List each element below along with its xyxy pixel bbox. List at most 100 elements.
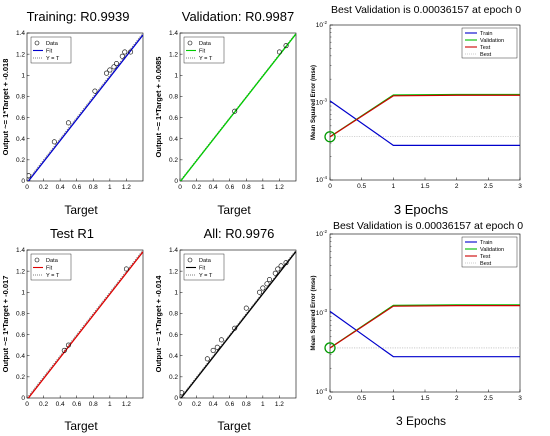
data-point xyxy=(123,266,129,272)
x-axis-label: Target xyxy=(217,419,251,433)
regression-panel-all: 0 0.2 0.4 0.6 0.8 1 1.2 0 0.2 0.4 0.6 0.8 1 1.2 1.4 Dat… xyxy=(154,226,297,433)
x-axis-label: 3 Epochs xyxy=(394,202,449,217)
x-tick-label: 0.6 xyxy=(225,184,234,191)
x-tick-label: 0.8 xyxy=(242,401,251,408)
data-point xyxy=(214,344,220,350)
y-tick-label: 0 xyxy=(174,395,178,402)
y-tick-label: 0.8 xyxy=(169,311,178,318)
y-tick-base: 10 xyxy=(316,310,324,317)
y-tick-label: 10-2 xyxy=(316,229,328,238)
y-tick-label: 1 xyxy=(174,289,178,296)
x-axis-label: Target xyxy=(217,203,251,217)
x-tick-label: 0.6 xyxy=(225,401,234,408)
x-tick-label: 0.2 xyxy=(192,184,201,191)
legend-label: Best xyxy=(480,52,492,58)
data-point xyxy=(27,173,32,179)
y-tick-base: 10 xyxy=(316,389,324,396)
panel-title: All: R0.9976 xyxy=(204,226,275,241)
legend-label: Best xyxy=(480,261,492,267)
legend-data-marker xyxy=(187,40,193,46)
y-tick-label: 0.2 xyxy=(169,374,178,381)
fit-line xyxy=(180,251,296,398)
legend-label: Validation xyxy=(480,247,504,253)
y-tick-exponent: -2 xyxy=(323,20,327,25)
legend-label: Train xyxy=(480,31,493,37)
legend-label: Fit xyxy=(199,266,206,272)
x-tick-label: 1.2 xyxy=(122,401,131,408)
y-tick-label: 1 xyxy=(21,289,25,296)
y-tick-label: 10-2 xyxy=(316,20,328,29)
performance-panel-perf_bottom: 10-410-310-20 0.5 1 1.5 2 2.5 3TrainValidation… xyxy=(311,220,523,428)
x-tick-label: 0.8 xyxy=(242,184,251,191)
y-tick-base: 10 xyxy=(316,22,324,29)
legend-label: Fit xyxy=(46,49,53,55)
x-tick-label: 0.5 xyxy=(357,395,366,402)
data-point xyxy=(232,325,238,331)
x-tick-label: 0 xyxy=(178,184,182,191)
y-tick-label: 1.2 xyxy=(16,51,25,58)
legend-label: Data xyxy=(199,41,212,47)
y-tick-label: 0.2 xyxy=(16,157,25,164)
data-point xyxy=(264,281,270,287)
data-point xyxy=(107,67,113,73)
data-point xyxy=(180,390,185,396)
data-point xyxy=(128,49,134,55)
data-point xyxy=(113,61,119,67)
y-tick-label: 0 xyxy=(21,395,25,402)
legend-data-marker xyxy=(34,40,40,46)
fit-line xyxy=(180,33,296,181)
panel-title: Best Validation is 0.00036157 at epoch 0 xyxy=(331,4,521,16)
panel-title: Best Validation is 0.00036157 at epoch 0 xyxy=(333,220,523,232)
identity-line xyxy=(180,250,296,398)
data-point xyxy=(210,347,216,353)
y-axis-label: Output ~= 1*Target + -0.0085 xyxy=(154,57,163,158)
legend-data-marker xyxy=(187,257,193,263)
x-tick-label: 2 xyxy=(455,183,459,190)
legend-label: Data xyxy=(46,41,59,47)
y-tick-exponent: -4 xyxy=(323,387,327,392)
y-axis-label: Output ~= 1*Target + -0.017 xyxy=(1,276,10,373)
y-axis-label: Output ~= 1*Target + -0.014 xyxy=(154,275,163,373)
x-tick-label: 0.2 xyxy=(39,184,48,191)
legend-label: Y = T xyxy=(199,273,213,279)
y-tick-label: 0.8 xyxy=(169,94,178,101)
y-tick-label: 1.4 xyxy=(169,30,178,37)
legend-data-marker xyxy=(34,257,40,263)
y-tick-exponent: -4 xyxy=(323,175,327,180)
x-axis-label: 3 Epochs xyxy=(396,414,446,428)
y-tick-label: 1.2 xyxy=(169,51,178,58)
panel-title: Training: R0.9939 xyxy=(27,9,130,24)
data-point xyxy=(61,347,67,353)
x-tick-label: 0 xyxy=(328,183,332,190)
x-tick-label: 1.5 xyxy=(420,183,429,190)
plot-content xyxy=(180,250,296,398)
x-tick-label: 0.6 xyxy=(72,401,81,408)
legend-label: Train xyxy=(480,240,493,246)
x-tick-label: 3 xyxy=(518,395,522,402)
identity-line xyxy=(27,33,143,181)
data-point xyxy=(272,270,278,276)
data-point xyxy=(122,49,128,55)
x-axis-label: Target xyxy=(64,419,98,433)
x-tick-label: 0 xyxy=(25,401,29,408)
data-point xyxy=(182,397,186,398)
x-tick-label: 0.4 xyxy=(56,401,65,408)
panel-title: Validation: R0.9987 xyxy=(182,9,295,24)
plot-content xyxy=(27,250,143,398)
x-tick-label: 0 xyxy=(178,401,182,408)
y-tick-label: 1.2 xyxy=(16,268,25,275)
y-tick-label: 10-3 xyxy=(316,98,328,107)
x-tick-label: 0.4 xyxy=(209,401,218,408)
plot-content xyxy=(27,33,143,181)
x-tick-label: 1.2 xyxy=(275,401,284,408)
y-axis-label: Output ~= 1*Target + -0.018 xyxy=(1,59,10,156)
data-point xyxy=(275,266,281,272)
x-tick-label: 0.5 xyxy=(357,183,366,190)
x-tick-label: 0.2 xyxy=(39,401,48,408)
legend-label: Test xyxy=(480,45,491,51)
